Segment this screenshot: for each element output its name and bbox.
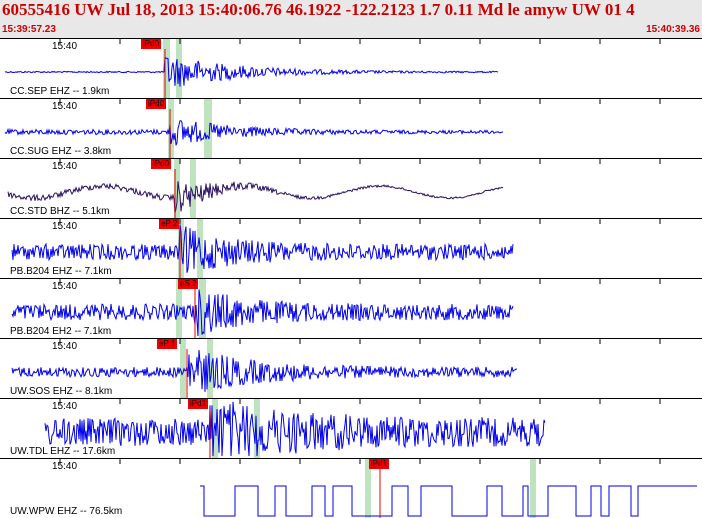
phase-pick-marker[interactable]: eP 1 [157, 339, 178, 349]
pick-window [365, 459, 371, 518]
phase-pick-marker[interactable]: eP 2 [159, 219, 180, 229]
trace-station-label: UW.SOS EHZ -- 8.1km [10, 386, 113, 397]
trace-panel[interactable]: 15:40 UW.TDL EHZ -- 17.6km [0, 398, 702, 458]
waveform-canvas [4, 38, 697, 518]
trace-time: 15:40 [52, 341, 78, 352]
trace-time: 15:40 [52, 401, 78, 412]
waveform-trace [7, 181, 504, 214]
pick-window [174, 159, 180, 218]
pick-window [178, 219, 184, 278]
trace-panel[interactable]: 15:40 PB.B204 EH2 -- 7.1km [0, 278, 702, 338]
trace-time: 15:40 [52, 221, 78, 232]
pick-window [204, 99, 212, 158]
trace-time: 15:40 [52, 41, 78, 52]
trace-panel[interactable]: 15:40 CC.SEP EHZ -- 1.9km [0, 38, 702, 98]
pick-window [530, 459, 536, 518]
phase-pick-marker[interactable]: iPd0 [151, 159, 172, 169]
pick-window [190, 159, 196, 218]
trace-station-label: PB.B204 EH2 -- 7.1km [10, 326, 112, 337]
trace-panel[interactable]: 15:40 UW.WPW EHZ -- 76.5km [0, 458, 702, 518]
trace-station-label: UW.WPW EHZ -- 76.5km [10, 506, 123, 517]
trace-panel[interactable]: 15:40 PB.B204 EHZ -- 7.1km [0, 218, 702, 278]
pick-window [254, 399, 260, 458]
waveform-trace [11, 349, 518, 392]
pick-window [163, 39, 170, 98]
waveform-trace [4, 120, 504, 146]
end-time: 15:40:39.36 [646, 24, 700, 35]
waveform-trace [11, 224, 514, 273]
phase-pick-marker[interactable]: eS 2 [178, 279, 199, 289]
pick-window [180, 339, 186, 398]
waveform-trace [11, 289, 514, 337]
pick-window [199, 279, 206, 338]
waveform-trace [4, 55, 499, 87]
trace-station-label: CC.SUG EHZ -- 3.8km [10, 146, 112, 157]
seismogram-traces: 15:40 CC.SEP EHZ -- 1.9km 15:40 CC.SUG E… [0, 38, 702, 518]
trace-station-label: CC.STD BHZ -- 5.1km [10, 206, 110, 217]
trace-time: 15:40 [52, 101, 78, 112]
phase-pick-marker[interactable]: iPd0 [146, 99, 167, 109]
trace-time: 15:40 [52, 161, 78, 172]
waveform-trace [200, 485, 697, 517]
event-header: 60555416 UW Jul 18, 2013 15:40:06.76 46.… [0, 0, 702, 38]
trace-station-label: PB.B204 EHZ -- 7.1km [10, 266, 112, 277]
trace-time: 15:40 [52, 461, 78, 472]
trace-panel[interactable]: 15:40 UW.SOS EHZ -- 8.1km [0, 338, 702, 398]
pick-window [176, 279, 182, 338]
trace-time: 15:40 [52, 281, 78, 292]
trace-panel[interactable]: 15:40 CC.STD BHZ -- 5.1km [0, 158, 702, 218]
trace-station-label: CC.SEP EHZ -- 1.9km [10, 86, 110, 97]
waveform-trace [44, 401, 546, 457]
trace-station-label: UW.TDL EHZ -- 17.6km [10, 446, 116, 457]
phase-pick-marker[interactable]: iPd1 [188, 399, 209, 409]
trace-panel[interactable]: 15:40 CC.SUG EHZ -- 3.8km [0, 98, 702, 158]
start-time: 15:39:57.23 [2, 24, 56, 35]
event-title: 60555416 UW Jul 18, 2013 15:40:06.76 46.… [2, 0, 635, 19]
phase-pick-marker[interactable]: iPd1 [369, 459, 390, 469]
phase-pick-marker[interactable]: iPd0 [141, 39, 162, 49]
pick-window [168, 99, 174, 158]
